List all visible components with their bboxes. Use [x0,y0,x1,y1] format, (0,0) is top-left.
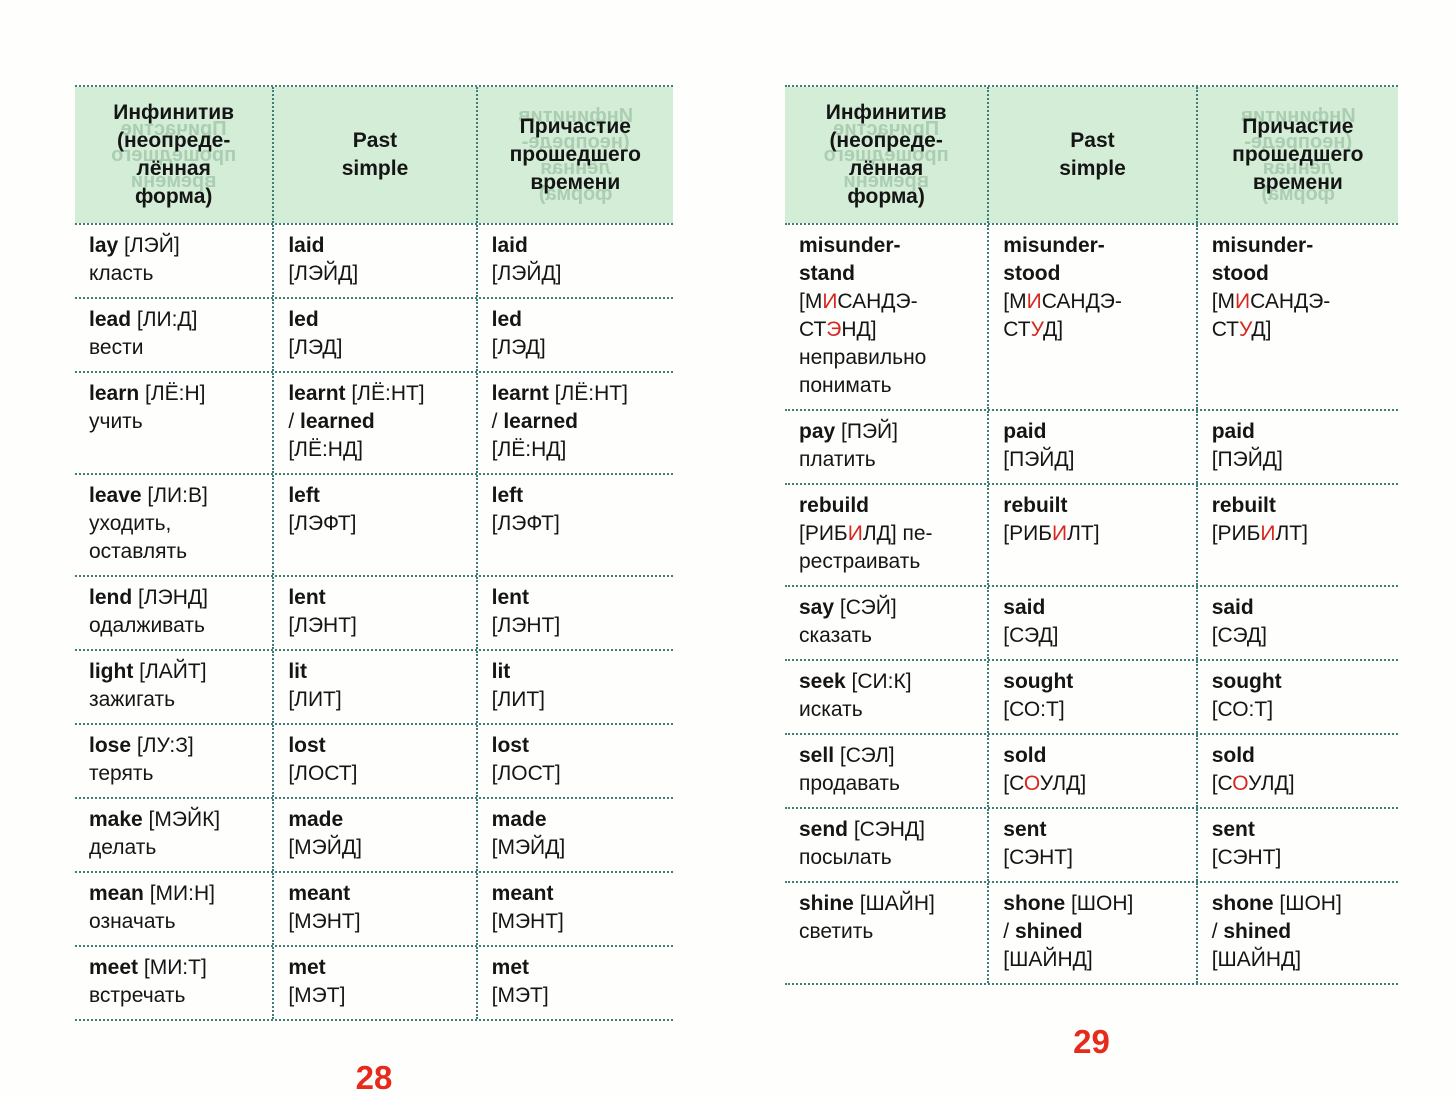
infinitive-cell: lose [ЛУ:З] терять [89,734,194,785]
table-row: learn [ЛЁ:Н] учить learnt [ЛЁ:НТ] / learned… [75,373,673,475]
table-row: lend [ЛЭНД] одалживать lent [ЛЭНТ] lent [ЛЭНТ… [75,577,673,651]
page-number: 28 [355,1059,393,1096]
table-row: shine [ШАЙН] светить shone [ШОН] / shined [Ш… [785,883,1398,985]
infinitive-cell: light [ЛАЙТ] зажигать [89,660,207,711]
infinitive-cell: say [СЭЙ] сказать [799,596,897,647]
infinitive-cell: lend [ЛЭНД] одалживать [89,586,208,637]
past-simple-cell: lit [ЛИТ] [272,651,475,723]
page-number: 29 [1073,1023,1110,1060]
table-row: seek [СИ:К] искать sought [СО:Т] sought [СО:Т… [785,661,1398,735]
past-participle-cell: sold [СОУЛД] [1195,735,1398,807]
past-simple-cell: shone [ШОН] / shined [ШАЙНД] [987,883,1195,983]
column-header-past-simple: Past simple [987,87,1196,223]
past-participle-cell: left [ЛЭФТ] [475,475,673,575]
table-row: light [ЛАЙТ] зажигать lit [ЛИТ] lit [ЛИТ] [75,651,673,725]
past-simple-cell: lent [ЛЭНТ] [272,577,475,649]
past-participle-cell: led [ЛЭД] [475,299,673,371]
past-simple-cell: led [ЛЭД] [272,299,475,371]
past-simple-cell: made [МЭЙД] [272,799,475,871]
past-participle-cell: lent [ЛЭНТ] [475,577,673,649]
book-page-29: Причастие прошедшего времени Инфинитив (нео… [785,85,1398,1061]
table-row: sell [СЭЛ] продавать sold [СОУЛД] sold [СОУЛД… [785,735,1398,809]
past-simple-cell: sought [СО:Т] [987,661,1195,733]
column-header-label: Причастие прошедшего времени [1232,115,1364,194]
column-header-past-participle: Инфинитив (неопреде-лённая форма) Причасти… [475,87,673,223]
table-header-row: Причастие прошедшего времени Инфинитив (нео… [785,87,1398,225]
infinitive-cell: send [СЭНД] посылать [799,818,925,869]
table-row: rebuild [РИБИЛД] пе-рестраивать rebuilt [РИ… [785,485,1398,587]
table-row: mean [МИ:Н] означать meant [МЭНТ] meant [МЭНТ… [75,873,673,947]
table-row: meet [МИ:Т] встречать met [МЭТ] met [МЭТ] [75,947,673,1021]
table-row: leave [ЛИ:В] уходить, оставлять left [ЛЭФТ] l… [75,475,673,577]
past-simple-cell: laid [ЛЭЙД] [272,225,475,297]
infinitive-cell: rebuild [РИБИЛД] пе-рестраивать [799,494,933,573]
column-header-label: Past simple [1059,129,1126,180]
past-simple-cell: sold [СОУЛД] [987,735,1195,807]
past-participle-cell: paid [ПЭЙД] [1195,411,1398,483]
column-header-label: Причастие прошедшего времени [509,115,641,194]
table-row: lay [ЛЭЙ] класть laid [ЛЭЙД] laid [ЛЭЙД] [75,225,673,299]
irregular-verbs-table: Причастие прошедшего времени Инфинитив (нео… [75,85,673,1021]
table-row: make [МЭЙК] делать made [МЭЙД] made [МЭЙД] [75,799,673,873]
column-header-label: Инфинитив (неопреде-лённая форма) [825,101,947,208]
past-participle-cell: made [МЭЙД] [475,799,673,871]
infinitive-cell: pay [ПЭЙ] платить [799,420,898,471]
table-row: send [СЭНД] посылать sent [СЭНТ] sent [СЭНТ] [785,809,1398,883]
infinitive-cell: sell [СЭЛ] продавать [799,744,900,795]
past-simple-cell: lost [ЛОСТ] [272,725,475,797]
book-page-28: Причастие прошедшего времени Инфинитив (нео… [75,85,673,1097]
infinitive-cell: mean [МИ:Н] означать [89,882,215,933]
column-header-label: Past simple [341,129,409,180]
infinitive-cell: learn [ЛЁ:Н] учить [89,382,206,433]
column-header-label: Инфинитив (неопреде-лённая форма) [113,101,235,208]
past-participle-cell: sought [СО:Т] [1195,661,1398,733]
infinitive-cell: seek [СИ:К] искать [799,670,912,721]
column-header-infinitive: Причастие прошедшего времени Инфинитив (нео… [75,87,273,223]
table-row: pay [ПЭЙ] платить paid [ПЭЙД] paid [ПЭЙД] [785,411,1398,485]
infinitive-cell: meet [МИ:Т] встречать [89,956,207,1007]
infinitive-cell: leave [ЛИ:В] уходить, оставлять [89,484,208,563]
past-simple-cell: learnt [ЛЁ:НТ] / learned [ЛЁ:НД] [272,373,475,473]
table-row: lose [ЛУ:З] терять lost [ЛОСТ] lost [ЛОСТ] [75,725,673,799]
past-simple-cell: left [ЛЭФТ] [272,475,475,575]
past-simple-cell: sent [СЭНТ] [987,809,1195,881]
infinitive-cell: misunder-stand [МИСАНДЭ- СТЭНД] неправильно… [799,234,927,397]
past-participle-cell: lost [ЛОСТ] [475,725,673,797]
table-body: lay [ЛЭЙ] класть laid [ЛЭЙД] laid [ЛЭЙД] lead … [75,225,673,1021]
table-row: misunder-stand [МИСАНДЭ- СТЭНД] неправильно… [785,225,1398,411]
past-participle-cell: said [СЭД] [1195,587,1398,659]
past-simple-cell: said [СЭД] [987,587,1195,659]
infinitive-cell: shine [ШАЙН] светить [799,892,935,943]
infinitive-cell: lay [ЛЭЙ] класть [89,234,180,285]
past-participle-cell: misunder-stood [МИСАНДЭ- СТУД] [1195,225,1398,409]
past-participle-cell: shone [ШОН] / shined [ШАЙНД] [1195,883,1398,983]
past-simple-cell: misunder-stood [МИСАНДЭ- СТУД] [987,225,1195,409]
table-header-row: Причастие прошедшего времени Инфинитив (нео… [75,87,673,225]
past-participle-cell: learnt [ЛЁ:НТ] / learned [ЛЁ:НД] [475,373,673,473]
table-row: say [СЭЙ] сказать said [СЭД] said [СЭД] [785,587,1398,661]
past-simple-cell: meant [МЭНТ] [272,873,475,945]
past-participle-cell: rebuilt [РИБИЛТ] [1195,485,1398,585]
infinitive-cell: lead [ЛИ:Д] вести [89,308,198,359]
column-header-past-participle: Инфинитив (неопреде-лённая форма) Причасти… [1195,87,1398,223]
past-simple-cell: rebuilt [РИБИЛТ] [987,485,1195,585]
column-header-past-simple: Past simple [272,87,476,223]
past-simple-cell: met [МЭТ] [272,947,475,1019]
past-participle-cell: lit [ЛИТ] [475,651,673,723]
column-header-infinitive: Причастие прошедшего времени Инфинитив (нео… [785,87,988,223]
past-participle-cell: laid [ЛЭЙД] [475,225,673,297]
past-participle-cell: sent [СЭНТ] [1195,809,1398,881]
past-simple-cell: paid [ПЭЙД] [987,411,1195,483]
table-body: misunder-stand [МИСАНДЭ- СТЭНД] неправильно… [785,225,1398,985]
past-participle-cell: meant [МЭНТ] [475,873,673,945]
irregular-verbs-table: Причастие прошедшего времени Инфинитив (нео… [785,85,1398,985]
infinitive-cell: make [МЭЙК] делать [89,808,221,859]
past-participle-cell: met [МЭТ] [475,947,673,1019]
table-row: lead [ЛИ:Д] вести led [ЛЭД] led [ЛЭД] [75,299,673,373]
